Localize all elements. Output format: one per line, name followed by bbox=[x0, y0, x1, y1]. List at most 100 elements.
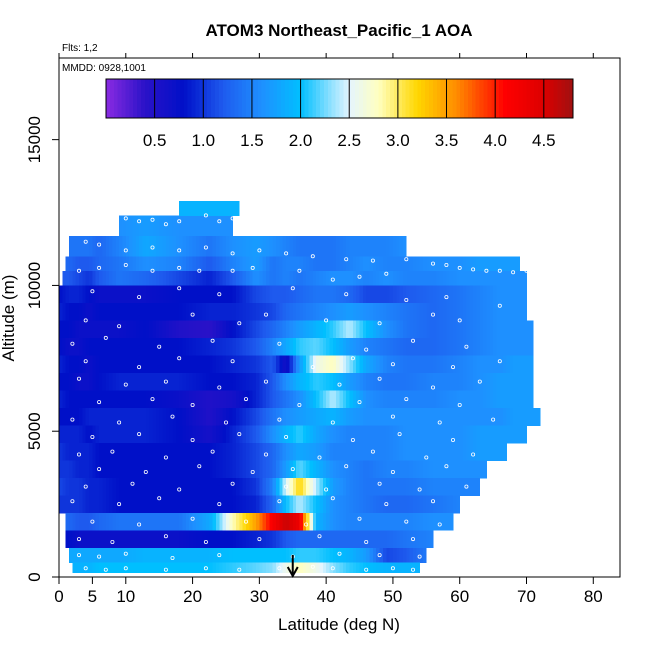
heatmap-cell bbox=[359, 256, 364, 272]
heatmap-cell bbox=[406, 355, 411, 374]
heatmap-cell bbox=[182, 390, 187, 409]
heatmap-cell bbox=[215, 235, 220, 257]
heatmap-cell bbox=[396, 235, 401, 257]
heatmap-cell bbox=[386, 512, 390, 531]
heatmap-cell bbox=[272, 270, 277, 286]
heatmap-cell bbox=[72, 425, 77, 444]
heatmap-cell bbox=[292, 547, 297, 563]
heatmap-cell bbox=[102, 285, 107, 304]
heatmap-cell bbox=[466, 407, 471, 426]
heatmap-cell bbox=[235, 302, 240, 321]
heatmap-cell bbox=[519, 355, 524, 374]
heatmap-cell bbox=[249, 530, 254, 549]
heatmap-cell bbox=[219, 302, 224, 321]
heatmap-cell bbox=[289, 512, 294, 531]
sample-point bbox=[83, 566, 88, 571]
heatmap-cell bbox=[379, 425, 384, 444]
heatmap-cell bbox=[232, 460, 237, 479]
heatmap-cell bbox=[356, 530, 360, 549]
heatmap-cell bbox=[453, 407, 457, 426]
heatmap-cell bbox=[239, 256, 244, 272]
heatmap-cell bbox=[139, 407, 143, 426]
heatmap-cell bbox=[82, 235, 87, 257]
heatmap-cell bbox=[79, 562, 83, 574]
heatmap-cell bbox=[422, 372, 427, 391]
heatmap-cell bbox=[232, 355, 237, 374]
heatmap-cell bbox=[372, 302, 377, 321]
heatmap-cell bbox=[399, 302, 404, 321]
colorbar-segment bbox=[557, 79, 562, 118]
heatmap-cell bbox=[369, 477, 374, 496]
heatmap-cell bbox=[362, 495, 367, 514]
heatmap-cell bbox=[336, 355, 340, 374]
colorbar-segment bbox=[386, 79, 391, 118]
heatmap-cell bbox=[429, 460, 434, 479]
heatmap-cell bbox=[215, 442, 220, 461]
heatmap-cell bbox=[246, 285, 250, 304]
heatmap-cell bbox=[279, 285, 284, 304]
heatmap-cell bbox=[129, 320, 133, 339]
colorbar-segment bbox=[168, 79, 173, 118]
heatmap-cell bbox=[162, 407, 167, 426]
heatmap-cell bbox=[69, 337, 73, 356]
heatmap-cell bbox=[306, 337, 310, 356]
heatmap-cell bbox=[346, 270, 350, 286]
heatmap-cell bbox=[486, 390, 491, 409]
heatmap-cell bbox=[199, 320, 203, 339]
heatmap-cell bbox=[219, 562, 224, 574]
heatmap-cell bbox=[509, 270, 514, 286]
colorbar-segment bbox=[495, 79, 500, 118]
heatmap-cell bbox=[449, 390, 454, 409]
heatmap-cell bbox=[412, 372, 417, 391]
heatmap-cell bbox=[152, 355, 157, 374]
heatmap-cell bbox=[262, 562, 267, 574]
sample-point bbox=[70, 341, 75, 346]
heatmap-cell bbox=[262, 337, 267, 356]
heatmap-cell bbox=[252, 442, 257, 461]
heatmap-cell bbox=[292, 477, 297, 496]
heatmap-cell bbox=[256, 547, 260, 563]
heatmap-cell bbox=[179, 477, 183, 496]
heatmap-cell bbox=[185, 355, 190, 374]
heatmap-cell bbox=[235, 235, 240, 257]
heatmap-cell bbox=[142, 390, 147, 409]
heatmap-cell bbox=[296, 337, 300, 356]
heatmap-cell bbox=[272, 530, 277, 549]
heatmap-cell bbox=[306, 235, 310, 257]
heatmap-cell bbox=[356, 495, 360, 514]
heatmap-cell bbox=[99, 337, 103, 356]
colorbar-segment bbox=[277, 79, 282, 118]
heatmap-cell bbox=[426, 285, 431, 304]
heatmap-cell bbox=[75, 320, 80, 339]
heatmap-cell bbox=[205, 495, 210, 514]
heatmap-cell bbox=[159, 320, 163, 339]
heatmap-cell bbox=[372, 425, 377, 444]
heatmap-cell bbox=[286, 270, 290, 286]
heatmap-cell bbox=[132, 547, 137, 563]
sample-point bbox=[250, 265, 255, 270]
heatmap-cell bbox=[239, 270, 244, 286]
heatmap-cell bbox=[429, 512, 434, 531]
heatmap-cell bbox=[179, 235, 183, 257]
heatmap-cell bbox=[95, 320, 100, 339]
heatmap-cell bbox=[109, 512, 113, 531]
heatmap-cell bbox=[276, 547, 280, 563]
heatmap-cell bbox=[79, 512, 83, 531]
heatmap-cell bbox=[109, 320, 113, 339]
heatmap-cell bbox=[72, 407, 77, 426]
heatmap-cell bbox=[419, 372, 424, 391]
heatmap-cell bbox=[179, 530, 183, 549]
heatmap-cell bbox=[215, 390, 220, 409]
heatmap-cell bbox=[382, 477, 387, 496]
heatmap-cell bbox=[316, 390, 320, 409]
x-tick-label: 60 bbox=[450, 587, 469, 606]
heatmap-cell bbox=[125, 320, 130, 339]
heatmap-cell bbox=[99, 235, 103, 257]
heatmap-cell bbox=[509, 407, 514, 426]
heatmap-cell bbox=[105, 530, 110, 549]
heatmap-cell bbox=[416, 302, 421, 321]
heatmap-cell bbox=[205, 442, 210, 461]
heatmap-cell bbox=[169, 256, 173, 272]
heatmap-cell bbox=[282, 285, 287, 304]
heatmap-cell bbox=[129, 460, 133, 479]
